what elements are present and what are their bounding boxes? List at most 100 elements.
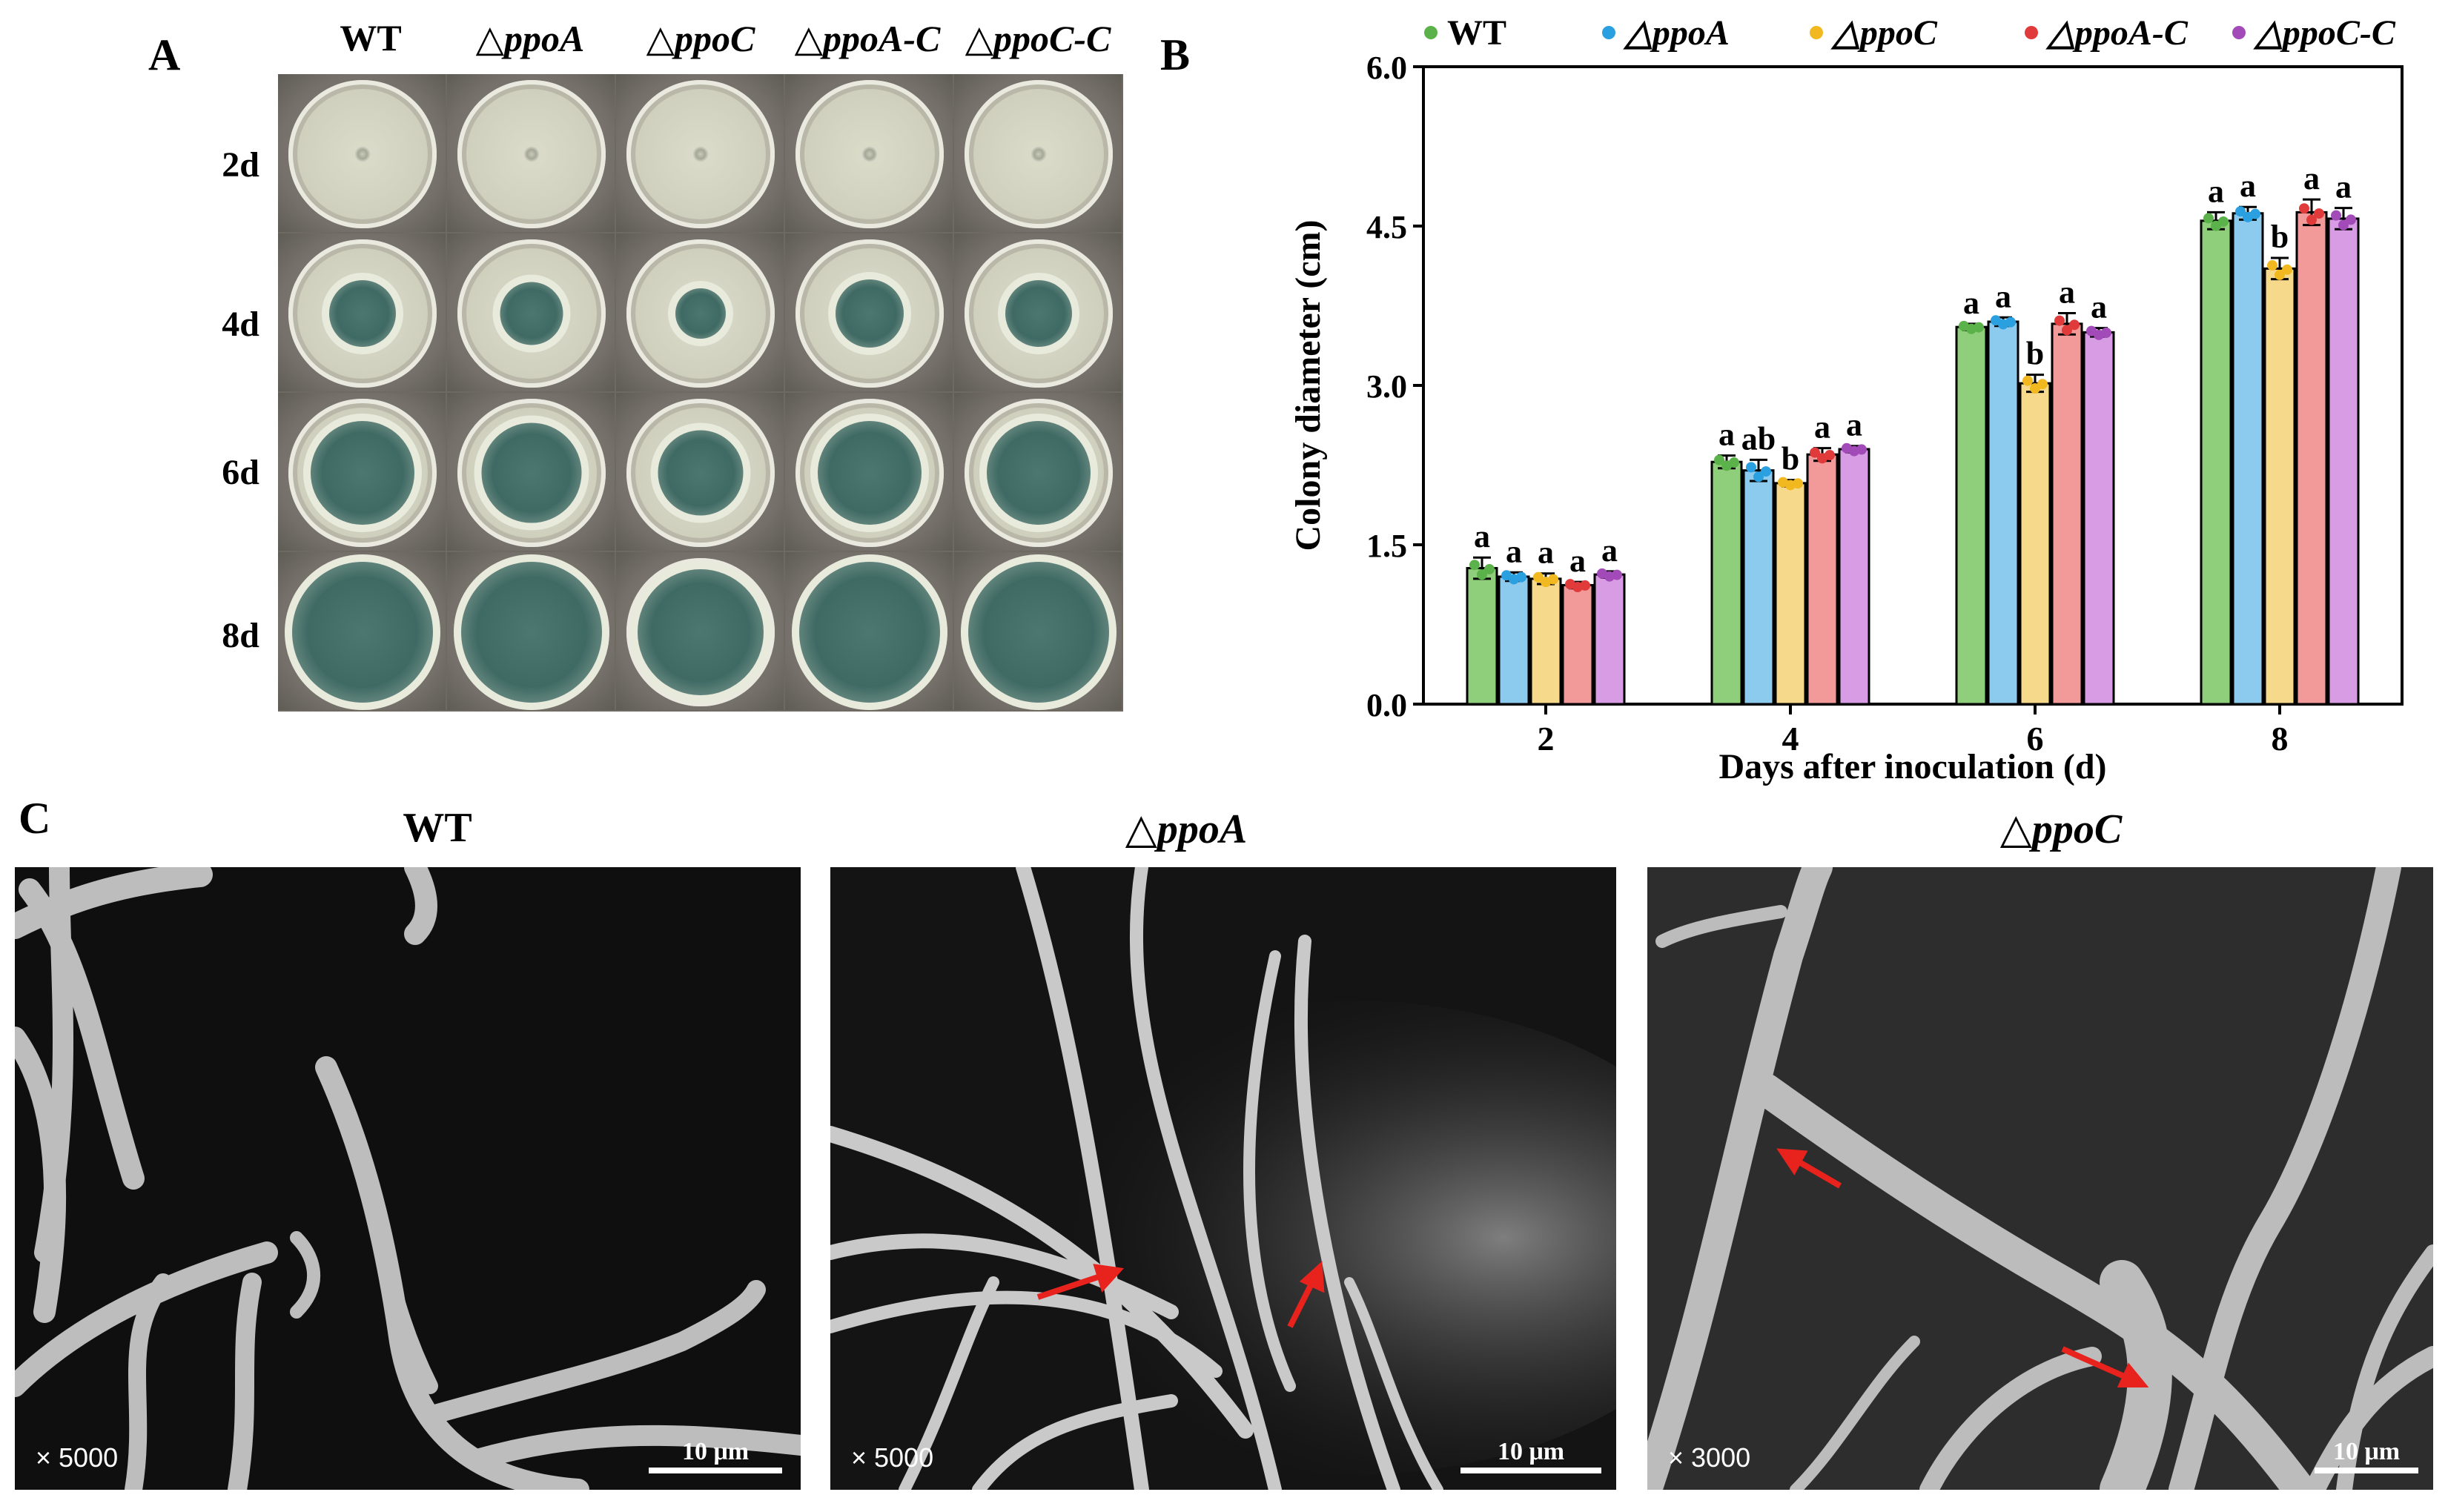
legend-label: WT [1447,13,1506,53]
panel-a-letter: A [148,30,181,79]
fungal-colony [481,422,582,523]
data-point [1612,569,1622,580]
row-label-4d: 4d [222,305,259,344]
data-point [2267,260,2277,271]
data-point [2101,327,2111,338]
data-point [1753,471,1764,483]
sem-title-ppoc: △ppoC [1999,806,2123,852]
plate-cell [447,74,615,232]
row-label-2d: 2d [222,145,259,185]
x-tick-label: 4 [1782,720,1799,757]
data-point [2203,213,2214,224]
significance-letter: a [1506,533,1522,569]
sem-image-ppoc: × 3000 10 μm [1647,867,2433,1490]
scale-bar-label: 10 μm [681,1438,750,1465]
bar [1955,325,1988,706]
petri-dish [288,79,437,228]
data-point [2346,214,2356,225]
significance-letter: a [2091,289,2107,325]
bar [2019,382,2051,706]
data-point [2306,214,2317,225]
fungal-colony [461,561,602,703]
data-point [2054,315,2065,326]
significance-letter: a [1569,543,1586,579]
bar [1498,575,1530,706]
bar [2295,210,2328,706]
fungal-colony [818,420,922,525]
data-point [1974,322,1984,333]
hyphae-illustration [830,867,1616,1490]
bar [2263,267,2296,706]
bar [2051,322,2083,706]
plate-cell [954,393,1122,551]
legend-label: △ppoA [1623,13,1730,53]
data-point [1729,457,1739,468]
sem-image-ppoa: × 5000 10 μm [830,867,1616,1490]
bar [1742,469,1775,706]
x-tick-label: 2 [1538,720,1555,757]
panel-b-letter: B [1160,30,1191,79]
significance-letter: ab [1741,420,1776,457]
petri-dish [626,557,775,706]
plate-cell [278,74,446,232]
petri-dish [457,239,606,388]
data-point [1810,447,1820,458]
fungal-colony [292,561,433,703]
panel-c-letter: C [19,794,51,843]
data-point [2218,216,2229,227]
petri-dish [288,557,437,706]
significance-letter: a [1995,278,2011,314]
petri-dish [795,239,944,388]
significance-letter: a [2208,173,2224,209]
col-header-ppoa: △ppoA [475,18,585,59]
plate-cell [785,552,953,710]
petri-dish [965,398,1113,547]
bar [1987,320,2019,706]
data-point [1825,450,1835,461]
significance-letter: a [1718,417,1735,453]
chart-legend: WT △ppoA △ppoC △ppoA-C △ppoC-C [1424,13,2396,53]
fungal-colony [799,561,940,703]
petri-dish [457,398,606,547]
plate-cell [954,74,1122,232]
sem-magnification: × 5000 [36,1442,119,1473]
plate-cell [447,393,615,551]
col-header-ppoc-c: △ppoC-C [965,18,1111,59]
scale-bar-line [2315,1468,2418,1473]
petri-dish [288,398,437,547]
plate-cell [785,233,953,391]
data-point [2022,375,2033,386]
significance-letter: a [1846,407,1862,443]
scale-bar-line [649,1468,782,1473]
legend-marker [1424,26,1438,39]
plate-cell [616,233,784,391]
significance-letter: a [2059,274,2075,311]
bar [2232,212,2264,706]
legend-marker [1602,26,1615,39]
data-point [1548,574,1558,585]
data-point [1714,454,1724,465]
data-point [1516,571,1526,583]
petri-dish [965,557,1113,706]
petri-dish [626,239,775,388]
fungal-colony [836,279,904,348]
plate-cell [447,233,615,391]
bar [2083,331,2115,706]
significance-letter: a [2335,169,2352,205]
petri-dish [965,239,1113,388]
y-tick-label: 0.0 [1366,687,1407,723]
data-point [2005,316,2016,328]
bar [2200,219,2232,706]
data-point [2037,379,2048,390]
fungal-colony [861,145,878,162]
significance-letter: a [1474,518,1490,554]
data-point [1533,571,1544,583]
sem-title-wt: WT [403,805,472,851]
sem-magnification: × 5000 [851,1442,934,1473]
data-point [1484,563,1495,574]
bar [1529,577,1562,706]
plate-cell [447,552,615,710]
data-point [2069,319,2080,331]
significance-letter: b [1782,441,1799,477]
petri-dish [795,398,944,547]
